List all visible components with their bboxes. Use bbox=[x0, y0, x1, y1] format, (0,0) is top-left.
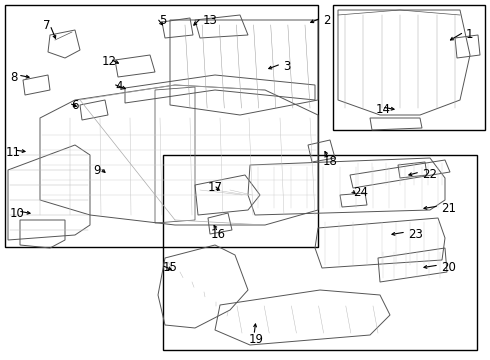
Text: 4: 4 bbox=[115, 80, 122, 93]
Bar bbox=[333, 5, 485, 130]
Text: 7: 7 bbox=[43, 19, 50, 32]
Text: 5: 5 bbox=[159, 14, 167, 27]
Text: 1: 1 bbox=[466, 28, 473, 41]
Text: 9: 9 bbox=[93, 164, 100, 177]
Text: 2: 2 bbox=[323, 14, 330, 27]
Text: 12: 12 bbox=[102, 55, 117, 68]
Text: 6: 6 bbox=[71, 99, 78, 112]
Text: 24: 24 bbox=[353, 186, 368, 199]
Text: 19: 19 bbox=[249, 333, 264, 346]
Text: 23: 23 bbox=[408, 228, 423, 241]
Text: 22: 22 bbox=[422, 168, 437, 181]
Text: 11: 11 bbox=[6, 146, 21, 159]
Text: 10: 10 bbox=[10, 207, 25, 220]
Text: 18: 18 bbox=[323, 155, 338, 168]
Text: 21: 21 bbox=[441, 202, 456, 215]
Text: 15: 15 bbox=[163, 261, 178, 274]
Text: 3: 3 bbox=[283, 60, 291, 73]
Bar bbox=[5, 5, 318, 247]
Text: 17: 17 bbox=[208, 181, 223, 194]
Text: 20: 20 bbox=[441, 261, 456, 274]
Text: 16: 16 bbox=[211, 228, 226, 241]
Text: 14: 14 bbox=[376, 103, 391, 116]
Text: 13: 13 bbox=[203, 14, 218, 27]
Bar bbox=[163, 155, 477, 350]
Text: 8: 8 bbox=[10, 71, 17, 84]
